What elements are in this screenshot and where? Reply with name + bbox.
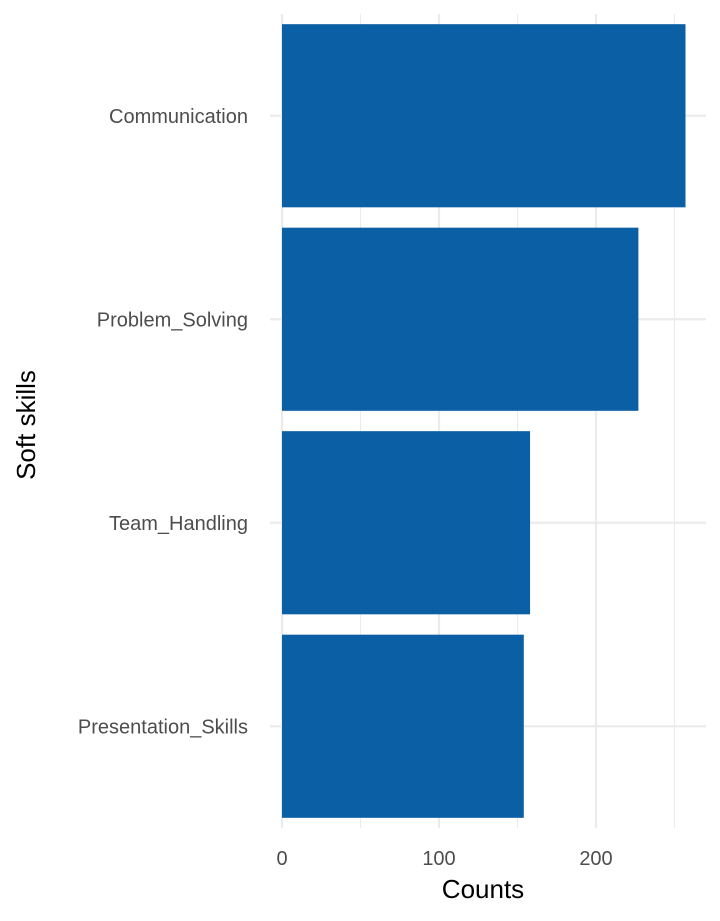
y-tick-label: Team_Handling: [109, 513, 248, 535]
x-axis-tick-labels: 0 100 200: [276, 848, 612, 870]
y-axis-tick-labels: Communication Problem_Solving Team_Handlin…: [78, 106, 248, 739]
bar-team-handling: [282, 431, 531, 615]
y-axis-title: Soft skills: [11, 370, 41, 480]
bar-problem-solving: [282, 227, 639, 411]
y-tick-label: Presentation_Skills: [78, 716, 248, 738]
y-tick-label: Communication: [109, 106, 248, 128]
x-axis-title: Counts: [442, 874, 524, 904]
bars: [282, 24, 686, 818]
bar-communication: [282, 24, 686, 208]
x-tick-label: 200: [579, 848, 612, 870]
y-tick-label: Problem_Solving: [97, 309, 248, 331]
x-tick-label: 100: [422, 848, 455, 870]
bar-presentation-skills: [282, 634, 524, 818]
x-tick-label: 0: [276, 848, 287, 870]
